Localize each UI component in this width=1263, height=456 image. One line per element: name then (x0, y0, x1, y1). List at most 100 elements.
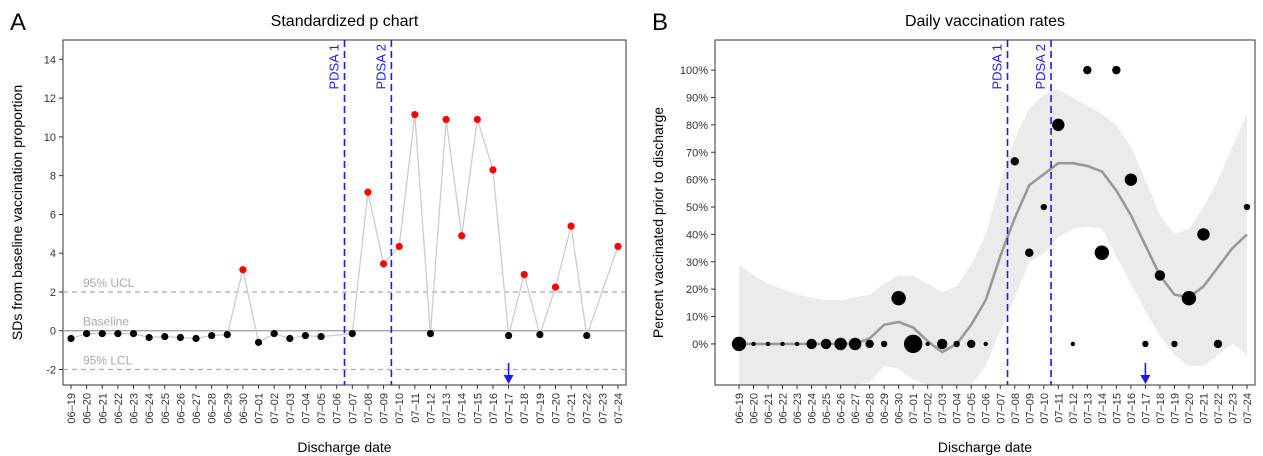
signal-point (551, 283, 560, 291)
x-tick-label: 07–11 (1053, 393, 1065, 423)
x-tick-label: 06–29 (222, 393, 234, 424)
reference-label: 95% LCL (83, 353, 133, 367)
x-tick-label: 07–10 (394, 393, 406, 424)
panel-b-letter: B (652, 9, 668, 36)
x-tick-label: 06–26 (175, 393, 187, 424)
x-tick-label: 06–21 (763, 393, 775, 424)
panel-a-letter: A (10, 9, 26, 36)
x-tick-label: 07–12 (425, 393, 437, 424)
x-tick-label: 06–20 (749, 393, 761, 424)
data-point (286, 334, 294, 343)
x-tick-label: 07–11 (410, 393, 422, 423)
y-tick-label: 100% (680, 65, 708, 77)
y-tick-label: 40% (686, 229, 708, 241)
data-point (834, 337, 847, 351)
x-tick-label: 07–16 (1126, 393, 1138, 424)
x-tick-label: 07–15 (1111, 393, 1123, 424)
panel-a-ylabel: SDs from baseline vaccination proportion (9, 85, 25, 340)
data-point (1171, 340, 1178, 348)
x-tick-label: 06–20 (82, 393, 94, 424)
signal-point (489, 166, 497, 174)
y-tick-label: 80% (686, 120, 708, 132)
data-point (731, 336, 747, 352)
data-point (301, 331, 310, 340)
x-tick-label: 06–25 (160, 393, 172, 424)
x-tick-label: 07–13 (1082, 393, 1094, 424)
data-point (1083, 65, 1092, 75)
x-tick-label: 07–18 (1155, 393, 1167, 424)
reference-label: 95% UCL (83, 276, 135, 290)
x-tick-label: 06–28 (207, 393, 219, 424)
pdsa-label: PDSA 2 (1033, 44, 1048, 90)
data-point (765, 341, 771, 347)
data-point (536, 331, 544, 339)
panel-b-title: Daily vaccination rates (905, 13, 1065, 30)
x-tick-label: 07–08 (363, 393, 375, 424)
data-point (161, 332, 169, 341)
signal-point (614, 242, 622, 251)
x-tick-label: 07–12 (1068, 393, 1080, 424)
x-tick-label: 07–19 (535, 393, 547, 424)
x-tick-label: 06–24 (807, 393, 819, 424)
x-tick-label: 06–25 (821, 393, 833, 424)
x-tick-label: 07–05 (316, 393, 328, 424)
x-tick-label: 06–23 (792, 393, 804, 424)
x-tick-label: 07–13 (441, 393, 453, 424)
x-tick-label: 07–10 (1039, 393, 1051, 424)
x-tick-label: 06–19 (66, 393, 78, 424)
x-tick-label: 07–02 (923, 393, 935, 424)
data-point (1142, 340, 1149, 348)
panel-b-frame (714, 39, 1256, 386)
x-tick-label: 07–23 (597, 393, 609, 424)
panel-b: B Daily vaccination rates 0% 10% 20% 30% 40% 50… (650, 9, 1256, 455)
data-point (780, 341, 785, 347)
data-point (794, 341, 800, 347)
x-tick-label: 06–23 (129, 393, 141, 424)
x-tick-label: 06–29 (879, 393, 891, 424)
data-point (114, 330, 122, 338)
data-point (937, 338, 948, 350)
data-point (1025, 248, 1034, 257)
x-tick-label: 06–22 (778, 393, 790, 424)
confidence-band (739, 89, 1247, 386)
reference-label: Baseline (83, 315, 129, 329)
x-tick-label: 07–22 (582, 393, 594, 424)
x-tick-label: 07–17 (1140, 393, 1152, 424)
x-tick-label: 07–14 (457, 393, 469, 424)
x-tick-label: 07–01 (908, 393, 920, 424)
x-tick-label: 07–23 (1227, 393, 1239, 424)
x-tick-label: 07–09 (379, 393, 391, 424)
data-point (129, 330, 138, 338)
x-tick-label: 07–15 (472, 393, 484, 424)
x-tick-label: 07–18 (519, 393, 531, 424)
data-point (891, 291, 906, 306)
data-point (1070, 341, 1076, 347)
y-tick-label: 10% (686, 312, 708, 324)
y-tick-label: -2 (46, 364, 56, 376)
signal-point (458, 232, 466, 240)
x-tick-label: 06–27 (850, 393, 862, 424)
data-point (67, 334, 75, 343)
x-tick-label: 07–21 (566, 393, 578, 424)
x-tick-label: 06–22 (113, 393, 125, 424)
signal-point (379, 260, 388, 268)
data-point (1213, 339, 1223, 349)
x-tick-label: 07–20 (1184, 393, 1196, 424)
data-point (176, 333, 184, 342)
y-tick-label: 60% (686, 175, 708, 187)
y-tick-label: 10 (44, 132, 56, 144)
y-tick-label: 14 (44, 54, 56, 66)
x-tick-label: 06–30 (238, 393, 250, 424)
x-tick-label: 07–06 (332, 393, 344, 424)
y-tick-label: 8 (50, 171, 56, 183)
y-tick-label: 2 (50, 287, 56, 299)
y-tick-label: 90% (686, 93, 708, 105)
data-point (1010, 157, 1019, 166)
data-point (270, 330, 278, 338)
data-point (348, 330, 356, 338)
signal-point (364, 188, 372, 196)
x-tick-label: 07–14 (1097, 393, 1109, 424)
x-tick-label: 07–03 (937, 393, 949, 424)
x-tick-label: 07–09 (1024, 393, 1036, 424)
